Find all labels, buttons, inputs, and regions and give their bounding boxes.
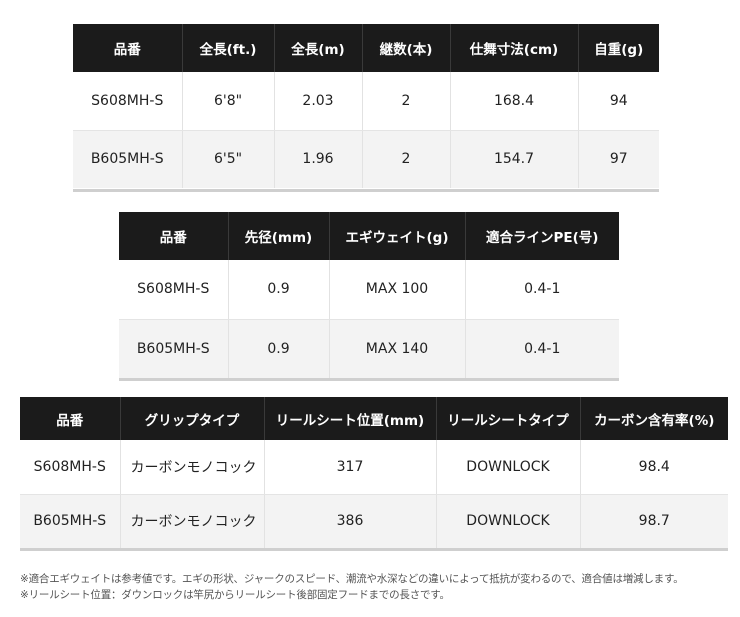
table-cell: 2.03 bbox=[273, 72, 362, 131]
table-header-row: 品番 全長(ft.) 全長(m) 継数(本) 仕舞寸法(cm) 自重(g) bbox=[73, 24, 659, 72]
model-cell: S608MH-S bbox=[119, 260, 228, 320]
spec-table-performance: 品番 先径(mm) エギウェイト(g) 適合ラインPE(号) S608MH-S … bbox=[119, 212, 619, 378]
table-cell: 0.4-1 bbox=[464, 260, 619, 320]
header-cell: 品番 bbox=[119, 212, 228, 260]
table-cell: 386 bbox=[263, 494, 436, 548]
table-cell: 6'5" bbox=[181, 130, 274, 188]
table-cell: 98.7 bbox=[579, 494, 728, 548]
header-cell: 全長(m) bbox=[273, 24, 362, 72]
table-cell: 154.7 bbox=[449, 130, 578, 188]
table-header-row: 品番 先径(mm) エギウェイト(g) 適合ラインPE(号) bbox=[119, 212, 619, 260]
header-cell: 仕舞寸法(cm) bbox=[449, 24, 578, 72]
model-cell: S608MH-S bbox=[73, 72, 182, 131]
table-cell: MAX 140 bbox=[328, 319, 465, 378]
header-cell: 適合ラインPE(号) bbox=[464, 212, 619, 260]
model-cell: B605MH-S bbox=[119, 319, 228, 378]
table-row: B605MH-S 0.9 MAX 140 0.4-1 bbox=[119, 319, 619, 378]
table-header-row: 品番 グリップタイプ リールシート位置(mm) リールシートタイプ カーボン含有… bbox=[20, 397, 728, 440]
table-row: S608MH-S カーボンモノコック 317 DOWNLOCK 98.4 bbox=[20, 440, 728, 495]
header-cell: 品番 bbox=[20, 397, 120, 440]
footnote: ※適合エギウェイトは参考値です。エギの形状、ジャークのスピード、潮流や水深などの… bbox=[20, 573, 684, 585]
table-bottom-border bbox=[73, 189, 659, 192]
table-cell: 1.96 bbox=[273, 130, 362, 188]
table-row: B605MH-S 6'5" 1.96 2 154.7 97 bbox=[73, 130, 659, 188]
header-cell: カーボン含有率(%) bbox=[579, 397, 728, 440]
model-cell: B605MH-S bbox=[73, 130, 182, 188]
header-cell: リールシート位置(mm) bbox=[263, 397, 436, 440]
spec-table-dimensions: 品番 全長(ft.) 全長(m) 継数(本) 仕舞寸法(cm) 自重(g) S6… bbox=[73, 24, 659, 188]
header-cell: 全長(ft.) bbox=[181, 24, 274, 72]
header-cell: リールシートタイプ bbox=[435, 397, 580, 440]
model-cell: S608MH-S bbox=[20, 440, 120, 495]
table-cell: MAX 100 bbox=[328, 260, 465, 320]
table-row: B605MH-S カーボンモノコック 386 DOWNLOCK 98.7 bbox=[20, 494, 728, 548]
table-cell: カーボンモノコック bbox=[119, 494, 264, 548]
table-bottom-border bbox=[20, 548, 728, 551]
table-cell: DOWNLOCK bbox=[435, 494, 580, 548]
header-cell: 先径(mm) bbox=[227, 212, 329, 260]
table-cell: 0.9 bbox=[227, 319, 329, 378]
header-cell: 品番 bbox=[73, 24, 182, 72]
header-cell: グリップタイプ bbox=[119, 397, 264, 440]
table-cell: 2 bbox=[361, 130, 450, 188]
table-row: S608MH-S 0.9 MAX 100 0.4-1 bbox=[119, 260, 619, 320]
spec-table-reel-seat: 品番 グリップタイプ リールシート位置(mm) リールシートタイプ カーボン含有… bbox=[20, 397, 728, 548]
table-cell: カーボンモノコック bbox=[119, 440, 264, 495]
table-row: S608MH-S 6'8" 2.03 2 168.4 94 bbox=[73, 72, 659, 131]
footnotes: ※適合エギウェイトは参考値です。エギの形状、ジャークのスピード、潮流や水深などの… bbox=[20, 571, 736, 603]
table-cell: 0.4-1 bbox=[464, 319, 619, 378]
model-cell: B605MH-S bbox=[20, 494, 120, 548]
table-cell: DOWNLOCK bbox=[435, 440, 580, 495]
table-cell: 98.4 bbox=[579, 440, 728, 495]
header-cell: 自重(g) bbox=[577, 24, 659, 72]
table-cell: 6'8" bbox=[181, 72, 274, 131]
table-cell: 0.9 bbox=[227, 260, 329, 320]
table-cell: 317 bbox=[263, 440, 436, 495]
table-cell: 97 bbox=[577, 130, 659, 188]
header-cell: エギウェイト(g) bbox=[328, 212, 465, 260]
table-cell: 94 bbox=[577, 72, 659, 131]
header-cell: 継数(本) bbox=[361, 24, 450, 72]
footnote: ※リールシート位置：ダウンロックは竿尻からリールシート後部固定フードまでの長さで… bbox=[20, 589, 450, 601]
table-cell: 2 bbox=[361, 72, 450, 131]
table-cell: 168.4 bbox=[449, 72, 578, 131]
table-bottom-border bbox=[119, 378, 619, 381]
